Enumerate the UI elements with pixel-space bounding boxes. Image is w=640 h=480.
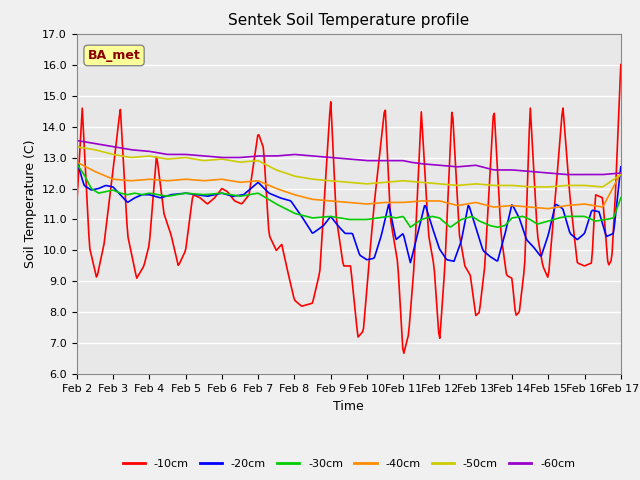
- -30cm: [367, 216, 375, 222]
- -10cm: [73, 201, 81, 207]
- -60cm: [605, 171, 612, 177]
- Line: -10cm: -10cm: [77, 65, 621, 353]
- -60cm: [397, 158, 404, 164]
- Legend: -10cm, -20cm, -30cm, -40cm, -50cm, -60cm: -10cm, -20cm, -30cm, -40cm, -50cm, -60cm: [118, 455, 579, 474]
- -60cm: [332, 155, 339, 161]
- -50cm: [605, 180, 612, 186]
- -20cm: [520, 228, 527, 234]
- -60cm: [564, 172, 572, 178]
- -40cm: [544, 206, 552, 212]
- -20cm: [406, 260, 414, 265]
- -50cm: [397, 178, 404, 184]
- -10cm: [367, 236, 375, 241]
- -40cm: [73, 159, 81, 165]
- Line: -20cm: -20cm: [77, 161, 621, 263]
- -40cm: [367, 201, 375, 206]
- -10cm: [332, 193, 339, 199]
- -30cm: [605, 216, 612, 222]
- -50cm: [367, 180, 375, 186]
- -50cm: [73, 144, 81, 150]
- -30cm: [335, 215, 342, 221]
- Text: BA_met: BA_met: [88, 49, 140, 62]
- -50cm: [519, 183, 527, 189]
- -20cm: [605, 233, 612, 239]
- Title: Sentek Soil Temperature profile: Sentek Soil Temperature profile: [228, 13, 469, 28]
- -40cm: [335, 199, 342, 204]
- -40cm: [332, 198, 339, 204]
- Y-axis label: Soil Temperature (C): Soil Temperature (C): [24, 140, 36, 268]
- -60cm: [335, 156, 342, 161]
- -20cm: [397, 233, 404, 239]
- -60cm: [73, 138, 81, 144]
- -30cm: [332, 214, 339, 220]
- -40cm: [617, 170, 625, 176]
- -10cm: [400, 350, 408, 356]
- -20cm: [335, 223, 342, 229]
- -30cm: [494, 224, 502, 230]
- -20cm: [367, 256, 375, 262]
- Line: -30cm: -30cm: [77, 164, 621, 227]
- -60cm: [519, 168, 527, 174]
- -10cm: [397, 308, 404, 314]
- -50cm: [527, 184, 534, 190]
- -10cm: [335, 229, 342, 235]
- -10cm: [520, 271, 527, 276]
- -20cm: [617, 164, 625, 170]
- -30cm: [397, 214, 404, 220]
- X-axis label: Time: Time: [333, 400, 364, 413]
- -20cm: [73, 158, 81, 164]
- -50cm: [332, 178, 339, 184]
- -40cm: [397, 200, 404, 205]
- -60cm: [617, 170, 625, 176]
- -30cm: [73, 161, 81, 167]
- -50cm: [335, 179, 342, 184]
- Line: -50cm: -50cm: [77, 147, 621, 187]
- -50cm: [617, 172, 625, 178]
- -40cm: [519, 204, 527, 209]
- -30cm: [520, 214, 527, 220]
- -60cm: [367, 158, 375, 164]
- Line: -60cm: -60cm: [77, 141, 621, 175]
- -20cm: [332, 219, 339, 225]
- -10cm: [605, 262, 612, 268]
- -40cm: [605, 192, 612, 198]
- -30cm: [617, 195, 625, 201]
- Line: -40cm: -40cm: [77, 162, 621, 209]
- -10cm: [617, 62, 625, 68]
